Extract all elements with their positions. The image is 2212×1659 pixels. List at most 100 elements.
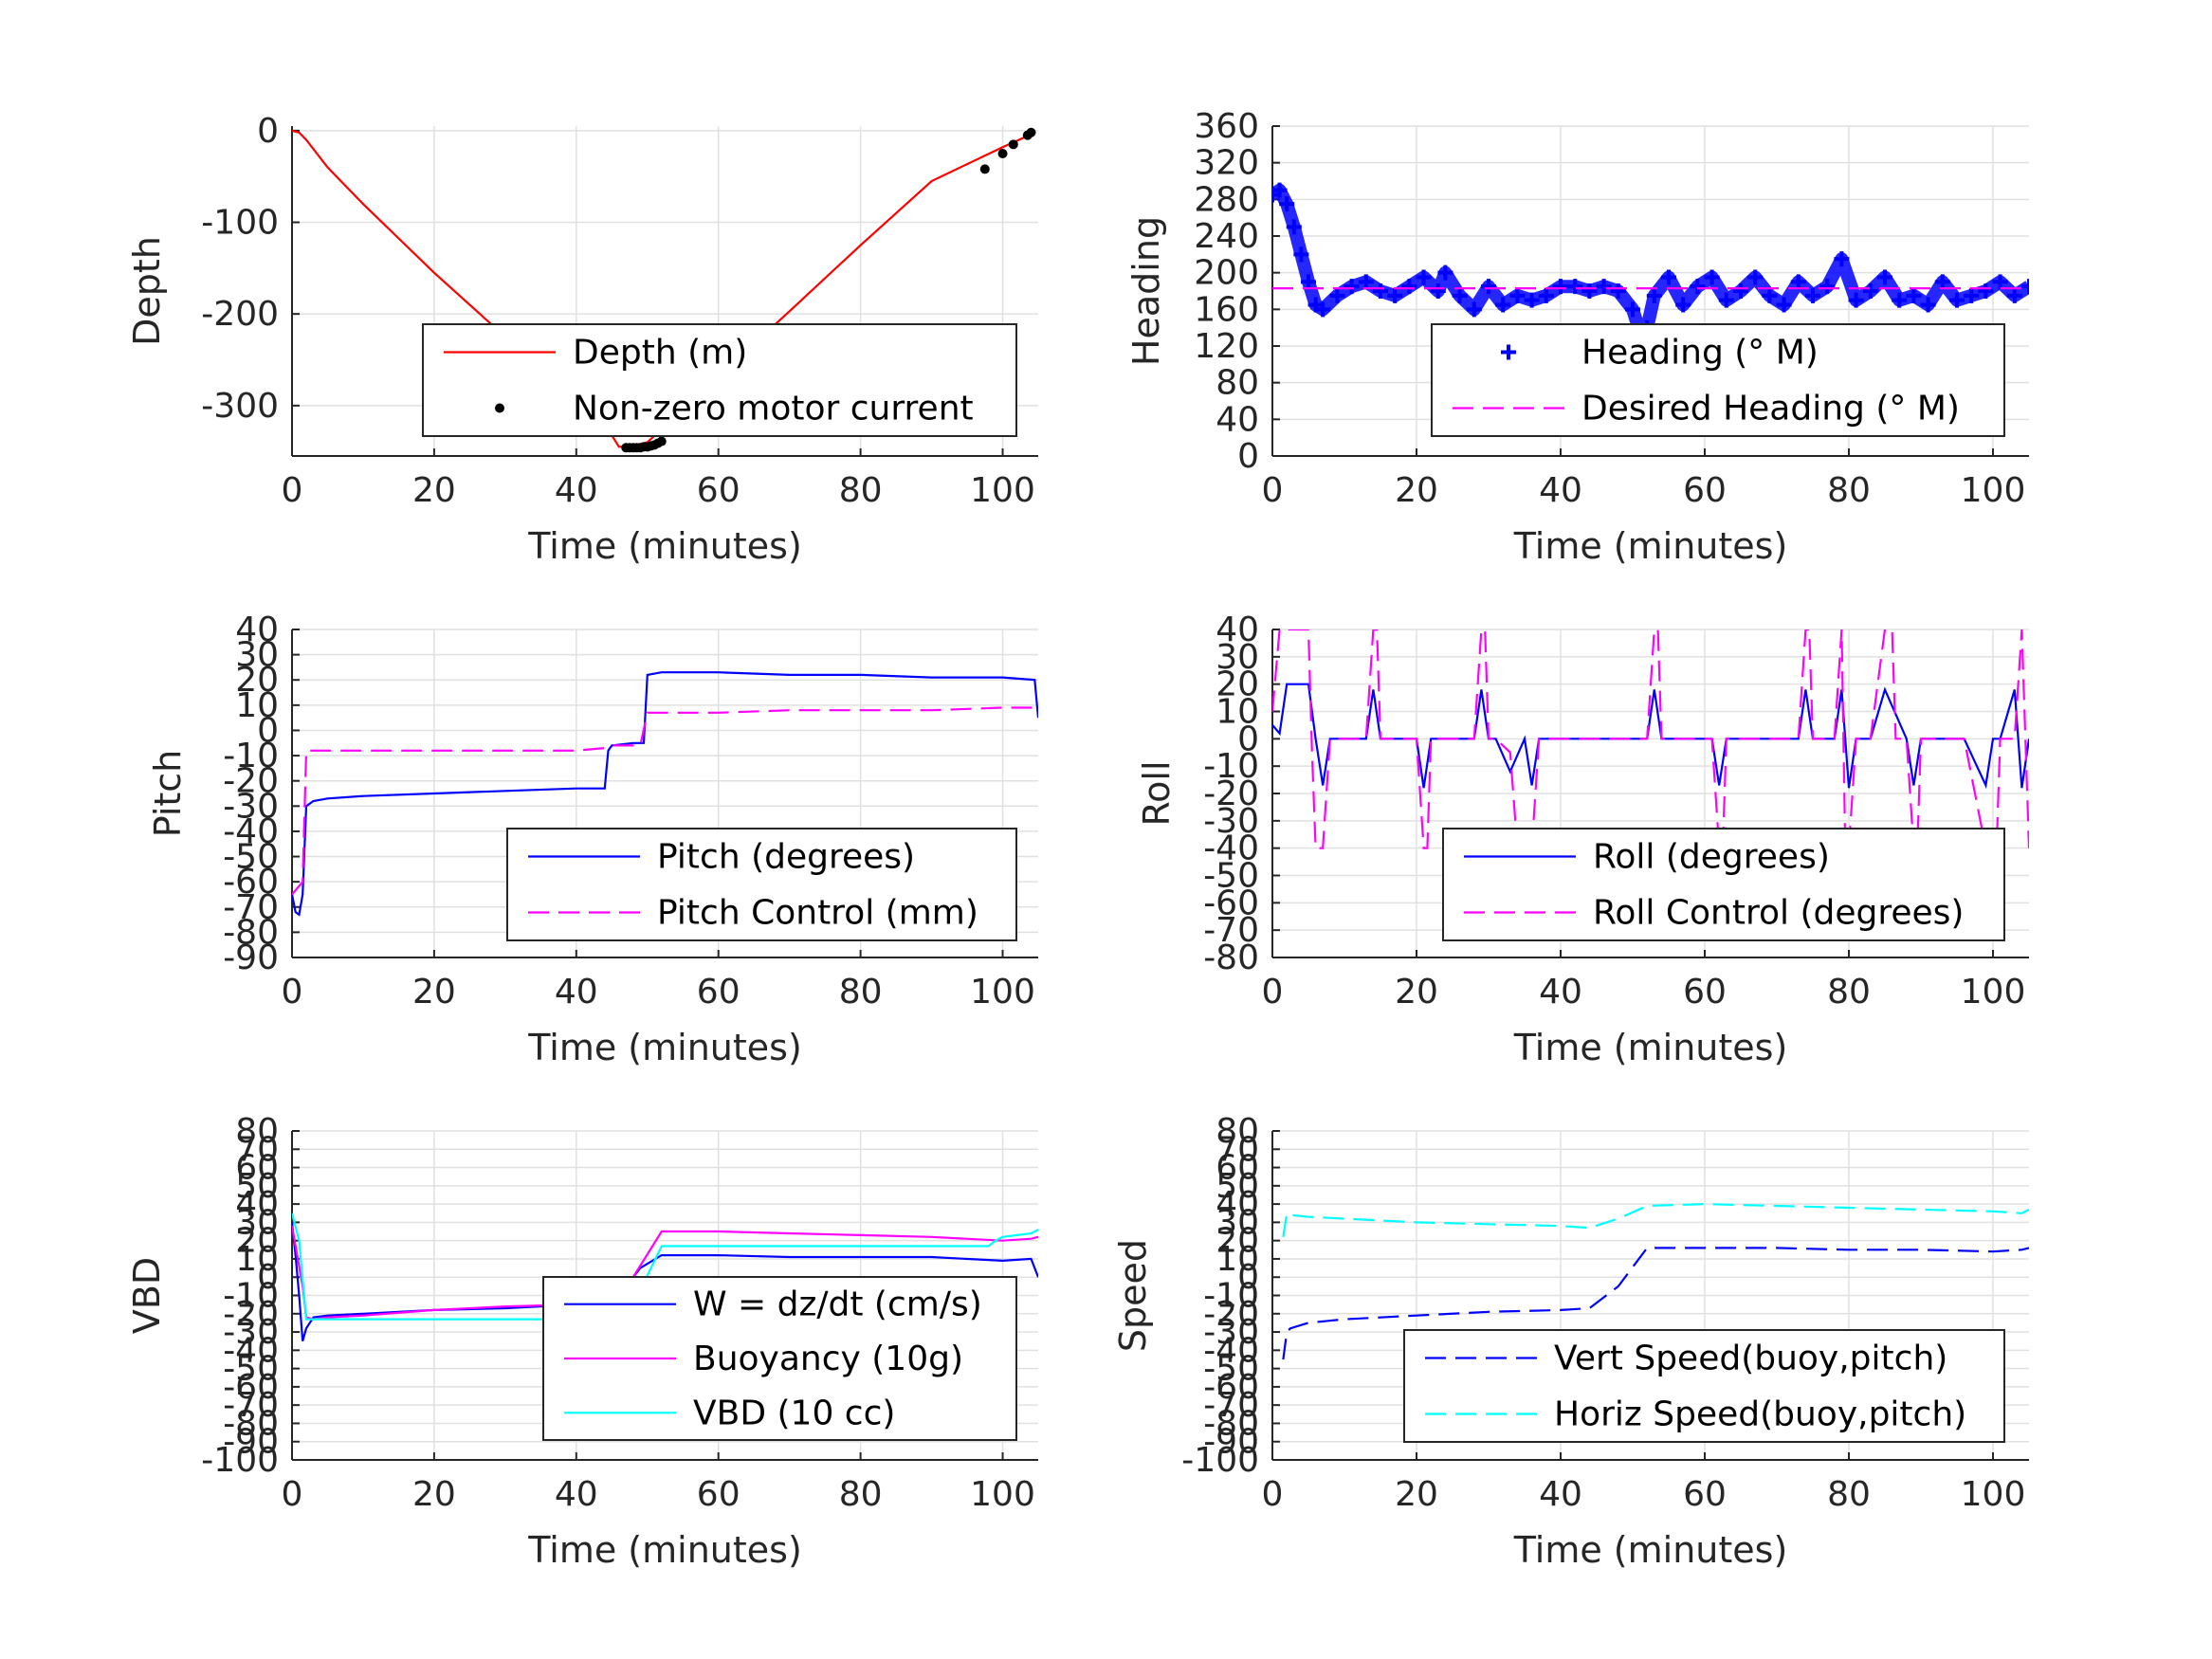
depth-legend-label: Depth (m) xyxy=(573,334,747,373)
heading-series-0-point xyxy=(1272,182,1288,198)
vbd-y-tick-label: -100 xyxy=(201,1441,279,1480)
pitch-y-tick-label: 20 xyxy=(235,661,279,700)
pitch-x-tick-label: 60 xyxy=(697,973,740,1012)
vbd-y-tick-label: -10 xyxy=(223,1277,279,1316)
pitch-x-axis-label: Time (minutes) xyxy=(527,1027,802,1068)
heading-series-0-point xyxy=(1790,274,1806,290)
roll-x-axis-label: Time (minutes) xyxy=(1513,1027,1788,1068)
roll-y-tick-label: -30 xyxy=(1203,802,1259,841)
roll-x-tick-label: 0 xyxy=(1262,973,1284,1012)
speed-y-tick-label: -90 xyxy=(1203,1423,1259,1462)
roll-y-tick-label: -60 xyxy=(1203,884,1259,922)
heading-series-0-point xyxy=(1704,269,1720,285)
speed-y-tick-label: -100 xyxy=(1181,1441,1259,1480)
heading-x-tick-label: 20 xyxy=(1395,471,1438,510)
heading-series-0-point xyxy=(1762,287,1778,303)
speed-y-tick-label: -40 xyxy=(1203,1331,1259,1370)
pitch-y-tick-label: 10 xyxy=(235,686,279,725)
pitch-y-tick-label: -20 xyxy=(223,762,279,801)
heading-series-0-point xyxy=(2021,279,2029,295)
heading-series-0-point xyxy=(1610,283,1626,299)
heading-series-0-point xyxy=(1690,279,1706,295)
roll-y-tick-label: 20 xyxy=(1216,665,1259,704)
vbd-y-tick-label: 20 xyxy=(235,1222,279,1261)
vbd-y-tick-label: 80 xyxy=(235,1112,279,1151)
speed-data xyxy=(1282,1202,2029,1360)
heading-series-0-point xyxy=(1315,301,1331,318)
heading-series-0-point xyxy=(1906,287,1922,303)
heading-series-0-point xyxy=(1625,301,1640,318)
pitch-legend-label: Pitch (degrees) xyxy=(657,838,915,877)
depth-x-tick-label: 40 xyxy=(555,471,598,510)
heading-series-0-point xyxy=(1567,279,1583,295)
heading-series-0-point xyxy=(1481,279,1496,295)
heading-series-0-point xyxy=(1718,292,1734,308)
pitch-data xyxy=(292,671,1038,917)
speed-y-tick-label: 50 xyxy=(1216,1167,1259,1206)
heading-x-axis-label: Time (minutes) xyxy=(1513,525,1788,567)
pitch-y-tick-label: 40 xyxy=(235,611,279,649)
vbd-y-tick-label: 60 xyxy=(235,1149,279,1188)
speed-y-tick-label: 80 xyxy=(1216,1112,1259,1151)
heading-x-tick-label: 80 xyxy=(1827,471,1871,510)
roll-y-tick-label: 40 xyxy=(1216,611,1259,649)
vbd-y-tick-label: -30 xyxy=(223,1313,279,1352)
heading-series-0-point xyxy=(1272,187,1280,203)
speed-x-tick-label: 80 xyxy=(1827,1475,1871,1514)
vbd-y-tick-label: 0 xyxy=(257,1258,279,1297)
pitch-x-tick-label: 80 xyxy=(839,973,883,1012)
vbd-y-tick-label: -40 xyxy=(223,1331,279,1370)
vbd-y-tick-label: -50 xyxy=(223,1350,279,1389)
heading-series-0-point xyxy=(1401,279,1417,295)
speed-y-tick-label: 40 xyxy=(1216,1185,1259,1224)
heading-y-tick-label: 320 xyxy=(1194,144,1259,183)
depth-y-axis-label: Depth xyxy=(126,236,168,346)
depth-x-tick-label: 80 xyxy=(839,471,883,510)
roll-y-tick-label: 0 xyxy=(1237,720,1259,758)
roll-chart: 0 20 40 60 80 100-80-70-60-50-40-30-20-100102… xyxy=(1136,611,2029,1068)
speed-x-tick-label: 100 xyxy=(1961,1475,2026,1514)
heading-series-0-point xyxy=(1373,283,1388,299)
pitch-y-tick-label: 30 xyxy=(235,636,279,675)
heading-series-0-point xyxy=(1509,287,1526,303)
roll-data xyxy=(1272,629,2029,849)
roll-y-tick-label: -20 xyxy=(1203,775,1259,813)
heading-series-0-point xyxy=(1329,287,1345,303)
roll-y-tick-label: -10 xyxy=(1203,747,1259,786)
depth-y-tick-label: 0 xyxy=(257,112,279,151)
heading-series-0-point xyxy=(1293,246,1309,263)
pitch-x-tick-label: 100 xyxy=(970,973,1035,1012)
heading-series-0-point xyxy=(2006,287,2022,303)
roll-y-tick-label: 10 xyxy=(1216,693,1259,732)
roll-x-tick-label: 40 xyxy=(1539,973,1582,1012)
speed-y-tick-label: 0 xyxy=(1237,1258,1259,1297)
heading-series-0-point xyxy=(1581,283,1598,299)
vbd-y-tick-label: 40 xyxy=(235,1185,279,1224)
heading-y-tick-label: 80 xyxy=(1216,364,1259,403)
heading-series-0-point xyxy=(1949,292,1965,308)
speed-legend: Vert Speed(buoy,pitch) Horiz Speed(buoy,p… xyxy=(1403,1329,2005,1443)
depth-series-1-point xyxy=(1008,139,1018,150)
vbd-x-tick-label: 80 xyxy=(839,1475,883,1514)
roll-y-tick-label: -50 xyxy=(1203,857,1259,896)
heading-series-0-point xyxy=(1437,264,1453,281)
roll-y-tick-label: -80 xyxy=(1203,939,1259,977)
heading-series-0-point xyxy=(1920,297,1936,313)
speed-y-tick-label: -30 xyxy=(1203,1313,1259,1352)
depth-y-tick-label: -100 xyxy=(201,204,279,243)
roll-y-tick-label: -70 xyxy=(1203,911,1259,950)
pitch-y-tick-label: -70 xyxy=(223,888,279,927)
pitch-y-tick-label: -80 xyxy=(223,913,279,952)
heading-series-0-point xyxy=(1466,301,1482,318)
heading-legend-marker xyxy=(1501,344,1516,360)
heading-series-0-point xyxy=(1344,279,1360,295)
heading-series-0-point xyxy=(1452,287,1468,303)
heading-series-0-point xyxy=(1495,297,1511,313)
pitch-series-1-line xyxy=(292,706,1038,896)
heading-x-tick-label: 100 xyxy=(1961,471,2026,510)
pitch-y-tick-label: -60 xyxy=(223,863,279,902)
heading-y-tick-label: 360 xyxy=(1194,107,1259,146)
depth-series-1-point xyxy=(997,149,1008,158)
speed-x-tick-label: 40 xyxy=(1539,1475,1582,1514)
